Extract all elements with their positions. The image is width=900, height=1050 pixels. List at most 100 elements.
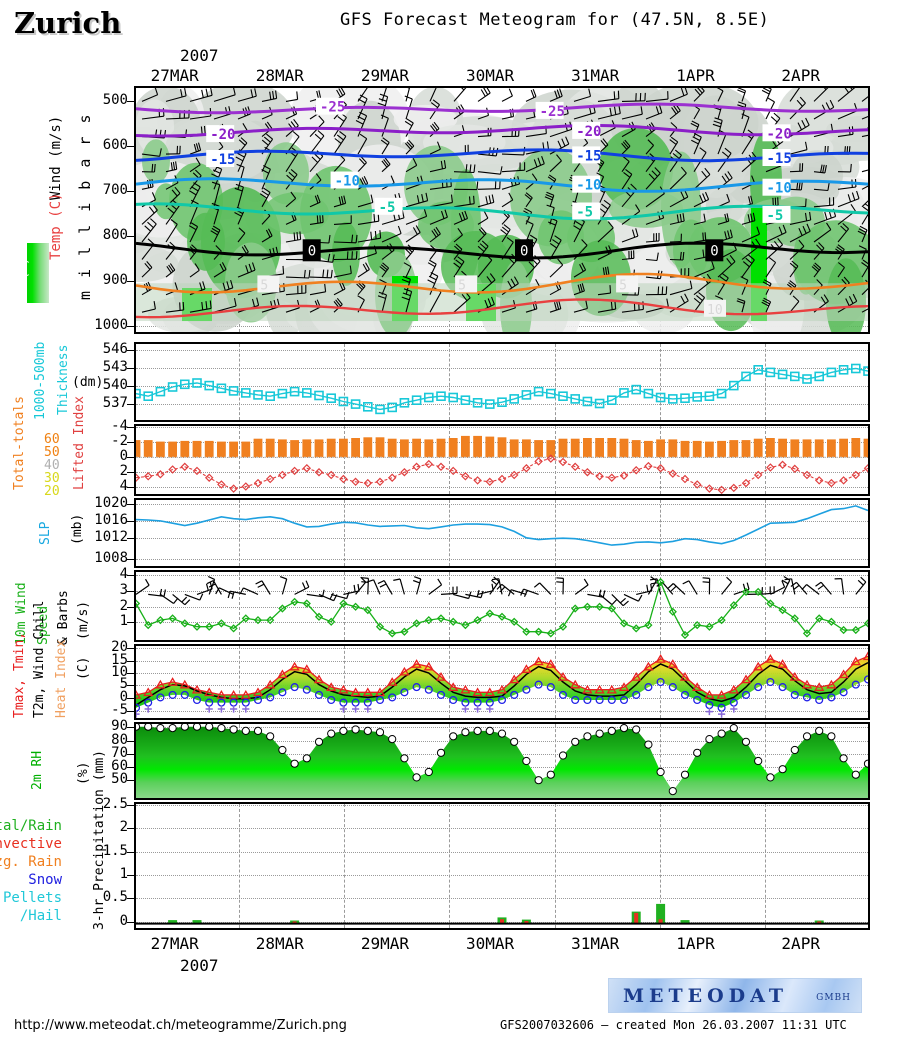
axis-tick: [127, 727, 134, 729]
thickness-label-right: Thickness: [56, 344, 71, 415]
grid-line: [136, 521, 868, 523]
logo-text: METEODAT: [623, 985, 789, 1007]
axis-tick-label: 1000: [94, 317, 128, 334]
axis-tick: [127, 100, 134, 102]
axis-tick: [127, 349, 134, 351]
thickness-unit: (dm): [72, 375, 104, 390]
svg-text:10: 10: [707, 303, 723, 318]
axis-tick-label: 2: [119, 597, 128, 614]
axis-tick-label: 546: [102, 340, 128, 357]
svg-text:-20: -20: [576, 124, 601, 140]
axis-tick-label: 543: [102, 358, 128, 375]
axis-tick-label: 1016: [94, 512, 128, 529]
axis-tick: [127, 503, 134, 505]
axis-tick-label: 540: [102, 377, 128, 394]
axis-tick: [127, 591, 134, 593]
axis-tick: [127, 538, 134, 540]
grid-line: [449, 344, 451, 420]
axis-tick: [127, 698, 134, 699]
grid-line: [239, 426, 241, 494]
grid-line: [764, 426, 766, 494]
grid-line: [136, 710, 868, 712]
temp-label-3: Heat Index: [54, 639, 69, 718]
grid-line: [449, 572, 451, 640]
time-label-28mar: 28MAR: [255, 934, 304, 953]
axis-tick-label: 1: [119, 613, 128, 630]
year-label-bottom: 2007: [180, 956, 219, 975]
axis-tick: [127, 404, 134, 406]
tt-scale-20: 20: [44, 484, 60, 499]
grid-line: [136, 622, 868, 624]
axis-tick: [127, 740, 134, 742]
axis-tick: [127, 386, 134, 388]
time-label-2apr: 2APR: [781, 934, 820, 953]
axis-tick-label: -4: [111, 418, 128, 435]
grid-line: [344, 804, 346, 928]
panel-wind10m[interactable]: [134, 570, 870, 642]
time-label-28mar: 28MAR: [255, 66, 304, 85]
meteodat-logo: METEODAT GMBH: [608, 978, 862, 1013]
svg-text:-15: -15: [767, 151, 792, 167]
grid-line: [136, 828, 868, 830]
axis-tick-label: 4: [119, 478, 128, 495]
panel-precip[interactable]: [134, 802, 870, 930]
axis-tick: [127, 685, 134, 687]
panel-upper-air[interactable]: -20 -25 -25 -20 -15 -20 -15 -10 -15 -10 -5 -10 -5 -5 0…: [134, 86, 870, 334]
tt-scale-40: 40: [44, 458, 60, 473]
grid-line: [764, 804, 766, 928]
grid-line: [136, 457, 868, 459]
axis-tick-label: 1020: [94, 494, 128, 511]
logo-suffix: GMBH: [816, 993, 851, 1003]
grid-line: [136, 559, 868, 561]
grid-line: [344, 426, 346, 494]
axis-tick-label: 3: [119, 582, 128, 599]
grid-line: [659, 500, 661, 566]
rh2m-label: 2m RH: [30, 750, 45, 790]
grid-line: [344, 646, 346, 718]
grid-line: [239, 344, 241, 420]
upper-rh-legend-label: RH (%): [16, 257, 30, 301]
grid-line: [554, 572, 556, 640]
grid-line: [659, 572, 661, 640]
upper-temp-legend: Temp (C): [48, 192, 64, 260]
panel-temperature[interactable]: [134, 644, 870, 720]
svg-text:-25: -25: [540, 104, 565, 120]
time-label-1apr: 1APR: [676, 934, 715, 953]
panel-stability[interactable]: [134, 424, 870, 496]
precip-legend--hail: /Hail: [19, 908, 62, 924]
grid-line: [136, 487, 868, 489]
axis-tick: [127, 145, 134, 147]
axis-tick-label: 5: [119, 676, 128, 693]
panel-thickness[interactable]: [134, 342, 870, 422]
grid-line: [659, 426, 661, 494]
axis-tick-label: 2.5: [102, 796, 128, 813]
grid-line: [136, 404, 868, 406]
panel-slp[interactable]: [134, 498, 870, 568]
panel-rh2m[interactable]: [134, 722, 870, 800]
grid-line: [136, 606, 868, 608]
axis-tick-label: 0: [119, 448, 128, 465]
svg-text:-20: -20: [210, 127, 235, 143]
svg-text:-5: -5: [379, 200, 396, 216]
page-title: GFS Forecast Meteogram for (47.5N, 8.5E): [340, 10, 770, 30]
svg-text:0: 0: [520, 243, 528, 259]
grid-line: [239, 500, 241, 566]
source-url[interactable]: http://www.meteodat.ch/meteogramme/Zuric…: [14, 1018, 347, 1033]
precip-legend-convective: Convective: [0, 836, 62, 852]
precip-legend-ice-pellets: Ice Pellets: [0, 890, 62, 906]
grid-line: [136, 874, 868, 876]
tt-scale-60: 60: [44, 432, 60, 447]
wind10m-label-3: & Barbs: [56, 590, 71, 645]
grid-line: [239, 572, 241, 640]
grid-line: [449, 426, 451, 494]
axis-tick-label: 20: [111, 638, 128, 655]
axis-tick: [127, 472, 134, 474]
time-label-30mar: 30MAR: [466, 934, 515, 953]
svg-text:5: 5: [260, 278, 268, 293]
axis-tick: [127, 660, 134, 662]
axis-tick-label: 700: [102, 181, 128, 198]
grid-line: [136, 503, 868, 505]
svg-text:-10: -10: [335, 174, 360, 190]
grid-line: [659, 804, 661, 928]
axis-tick: [127, 326, 134, 328]
